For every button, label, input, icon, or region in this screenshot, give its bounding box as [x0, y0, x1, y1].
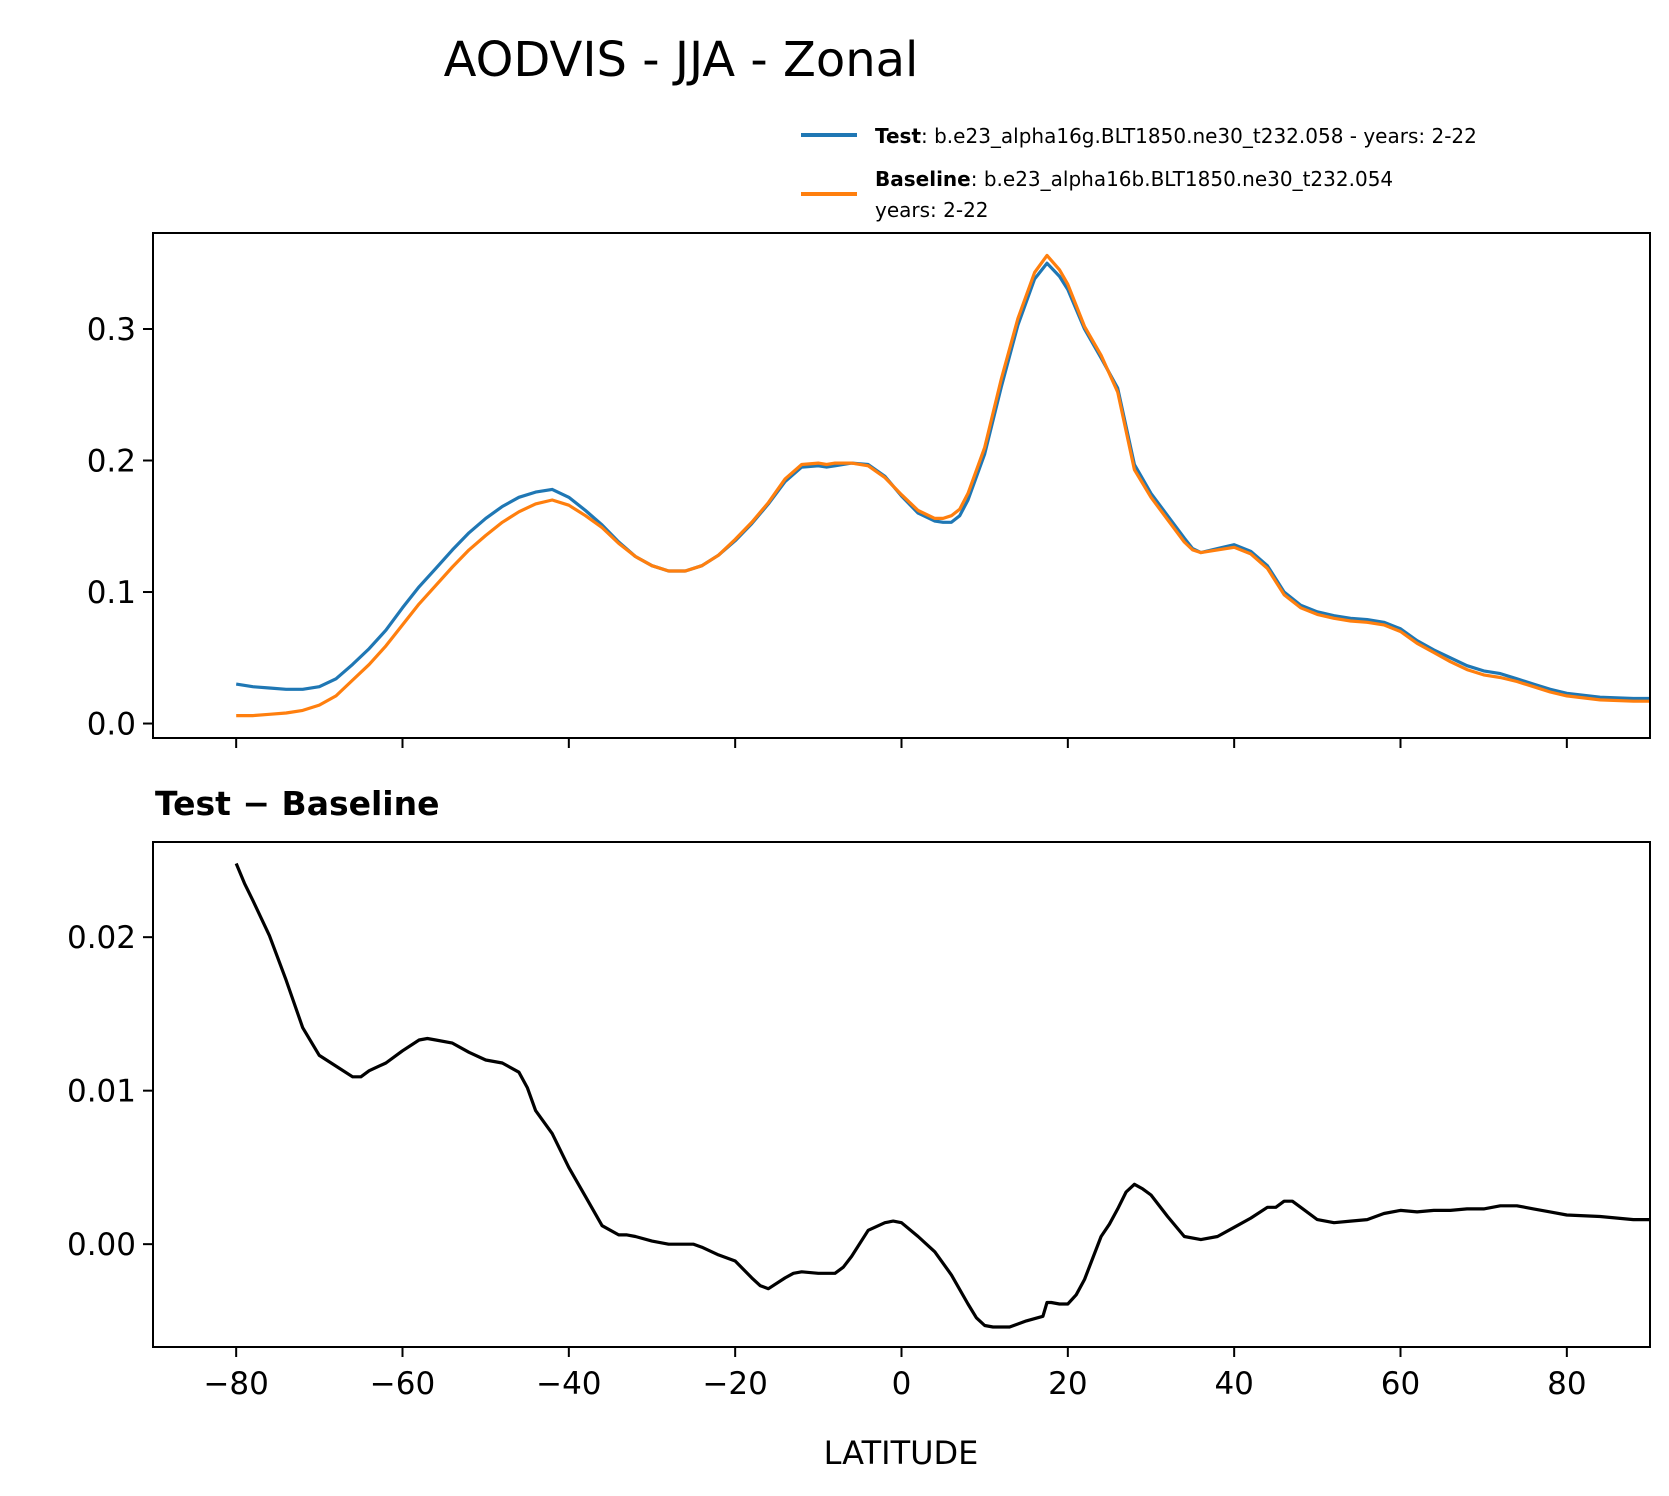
bottom-y-tick-label: 0.02 [67, 920, 136, 956]
top-y-tick-label: 0.1 [87, 575, 136, 611]
x-tick-label: 80 [1547, 1366, 1586, 1402]
x-tick-label: −40 [536, 1366, 601, 1402]
x-tick-label: −60 [370, 1366, 435, 1402]
series-line-baseline [236, 253, 1650, 718]
x-tick-label: −20 [702, 1366, 767, 1402]
legend-baseline-name: Baseline [875, 167, 971, 191]
bottom-xticks: −80 −60 −40 −20 0 20 40 60 80 [203, 1347, 1587, 1402]
x-axis-label: LATITUDE [824, 1434, 979, 1472]
legend-test-description: : b.e23_alpha16g.BLT1850.ne30_t232.058 -… [921, 124, 1477, 148]
series-line-difference [234, 862, 1650, 1329]
x-tick-label: 0 [892, 1366, 912, 1402]
bottom-y-tick-label: 0.00 [67, 1227, 136, 1263]
bottom-series-group [234, 862, 1650, 1329]
top-series-group [235, 253, 1650, 718]
figure-title: AODVIS - JJA - Zonal [444, 32, 919, 88]
top-xticks [235, 738, 1568, 748]
top-yticks: 0.0 0.1 0.2 0.3 [87, 312, 153, 743]
legend-baseline-line2: years: 2-22 [875, 198, 989, 222]
top-y-tick-label: 0.3 [87, 312, 136, 348]
legend-entry-baseline: Baseline: b.e23_alpha16b.BLT1850.ne30_t2… [875, 167, 1393, 191]
x-tick-label: −80 [203, 1366, 268, 1402]
top-y-tick-label: 0.2 [87, 444, 136, 480]
x-tick-label: 20 [1048, 1366, 1087, 1402]
legend: Test: b.e23_alpha16g.BLT1850.ne30_t232.0… [801, 124, 1477, 222]
legend-entry-test: Test: b.e23_alpha16g.BLT1850.ne30_t232.0… [875, 124, 1477, 148]
legend-test-name: Test [875, 124, 921, 148]
series-line-test [235, 261, 1650, 701]
x-tick-label: 40 [1214, 1366, 1253, 1402]
legend-baseline-description: : b.e23_alpha16b.BLT1850.ne30_t232.054 [971, 167, 1393, 191]
difference-panel-title: Test − Baseline [155, 784, 440, 823]
bottom-y-tick-label: 0.01 [67, 1074, 136, 1110]
x-tick-label: 60 [1381, 1366, 1420, 1402]
top-y-tick-label: 0.0 [87, 707, 136, 743]
top-panel: 0.0 0.1 0.2 0.3 [87, 232, 1651, 748]
bottom-panel: −80 −60 −40 −20 0 20 40 60 80 0.00 0.01 0.02 [67, 841, 1651, 1402]
bottom-yticks: 0.00 0.01 0.02 [67, 920, 153, 1263]
